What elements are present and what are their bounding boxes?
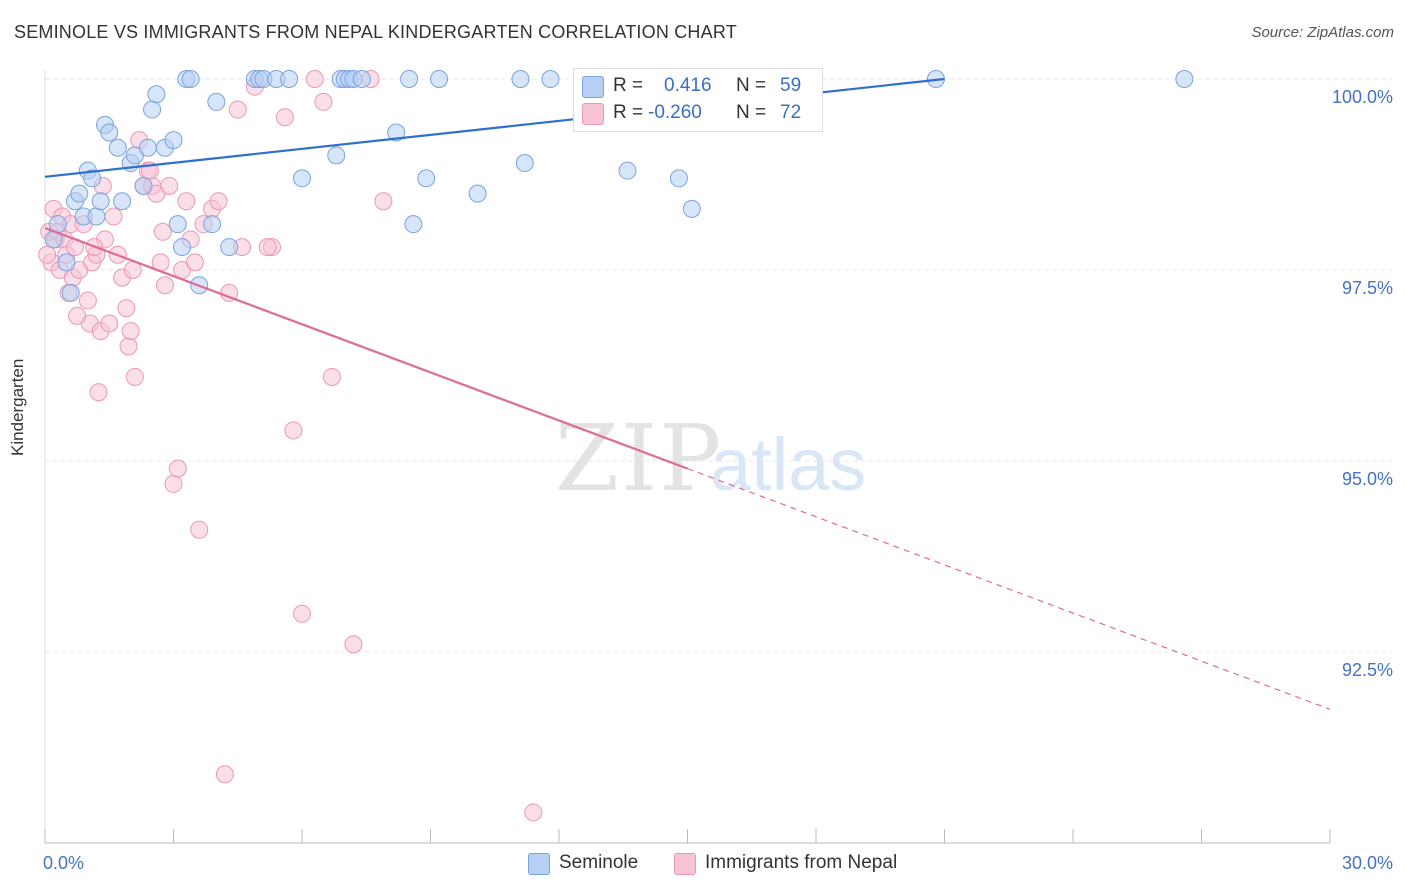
nepal-point (177, 192, 196, 211)
nepal-point (89, 383, 108, 402)
nepal-swatch (582, 103, 604, 125)
nepal-point (344, 635, 363, 654)
n-value-seminole: 59 (780, 75, 802, 96)
legend-label-seminole: Seminole (559, 852, 639, 873)
y-tick-label: 100.0% (1332, 87, 1393, 107)
seminole-point (404, 215, 423, 234)
seminole-point (417, 169, 436, 188)
nepal-point (78, 291, 97, 310)
seminole-point (100, 123, 119, 142)
n-label: N = (736, 75, 767, 96)
seminole-point (280, 70, 299, 88)
r-label: R = (613, 102, 644, 123)
x-tick-label: 0.0% (43, 853, 84, 873)
stats-legend: R = 0.416 N = 59 R = -0.260 N = 72 (573, 68, 823, 132)
nepal-trendline (44, 226, 688, 470)
seminole-point (1175, 70, 1194, 88)
nepal-point (155, 276, 174, 295)
seminole-point (91, 192, 110, 211)
nepal-point (38, 245, 57, 264)
y-tick-label: 97.5% (1342, 278, 1393, 298)
legend-label-nepal: Immigrants from Nepal (705, 852, 898, 873)
seminole-point (468, 184, 487, 203)
seminole-point (61, 283, 80, 302)
watermark-zip: ZIP (555, 405, 723, 512)
r-label: R = (613, 75, 644, 96)
seminole-point (57, 253, 76, 272)
seminole-point (134, 176, 153, 195)
nepal-point (121, 322, 140, 341)
seminole-point (511, 70, 530, 88)
seminole-point (352, 70, 371, 88)
seminole-point (293, 169, 311, 188)
nepal-trendline-extension (687, 468, 1331, 710)
seminole-point (387, 123, 406, 142)
seminole-point (541, 70, 560, 88)
seminole-point (168, 215, 187, 234)
nepal-point (160, 176, 179, 195)
seminole-point (147, 85, 166, 104)
seminole-point (83, 169, 102, 188)
seminole-point (682, 199, 701, 218)
seminole-point (618, 161, 637, 180)
seminole-point (220, 238, 239, 257)
n-value-nepal: 72 (780, 102, 802, 123)
n-label: N = (736, 102, 767, 123)
seminole-point (669, 169, 688, 188)
nepal-point (374, 192, 393, 211)
nepal-point (275, 108, 294, 127)
seminole-point (113, 192, 132, 211)
seminole-point (181, 70, 200, 88)
seminole-swatch (582, 76, 604, 98)
nepal-point (164, 474, 183, 493)
chart-title: SEMINOLE VS IMMIGRANTS FROM NEPAL KINDER… (14, 22, 737, 42)
nepal-point (125, 367, 144, 386)
watermark-atlas: atlas (710, 423, 866, 506)
seminole-point (430, 70, 449, 88)
seminole-point (327, 146, 346, 165)
seminole-point (87, 207, 106, 226)
nepal-point (293, 604, 311, 623)
nepal-point (305, 70, 324, 88)
nepal-point (284, 421, 303, 440)
x-tick-label: 30.0% (1342, 853, 1393, 873)
seminole-point (515, 154, 534, 173)
seminole-point (70, 184, 89, 203)
nepal-point (314, 92, 333, 111)
nepal-point (209, 192, 228, 211)
nepal-point (68, 306, 87, 325)
seminole-legend-swatch (528, 853, 550, 875)
source-note: Source: ZipAtlas.com (1251, 24, 1394, 41)
nepal-point (119, 337, 138, 356)
y-tick-label: 95.0% (1342, 469, 1393, 489)
nepal-point (258, 238, 277, 257)
nepal-point (228, 100, 247, 119)
seminole-point (164, 131, 183, 150)
y-tick-label: 92.5% (1342, 660, 1393, 680)
nepal-point (168, 459, 187, 478)
r-value-seminole: 0.416 (664, 75, 712, 96)
nepal-point (190, 520, 209, 539)
nepal-point (185, 253, 204, 272)
seminole-point (203, 215, 222, 234)
nepal-point (153, 222, 172, 241)
seminole-point (143, 100, 162, 119)
seminole-point (138, 138, 157, 157)
r-value-nepal: -0.260 (648, 102, 702, 123)
nepal-point (524, 803, 543, 822)
seminole-point (173, 238, 192, 257)
seminole-point (207, 92, 226, 111)
nepal-point (322, 367, 341, 386)
seminole-point (108, 138, 127, 157)
nepal-point (104, 207, 123, 226)
nepal-point (215, 765, 234, 784)
nepal-point (100, 314, 119, 333)
seminole-point (400, 70, 419, 88)
nepal-legend-swatch (674, 853, 696, 875)
nepal-point (117, 299, 136, 318)
watermark: ZIP atlas (555, 405, 866, 512)
